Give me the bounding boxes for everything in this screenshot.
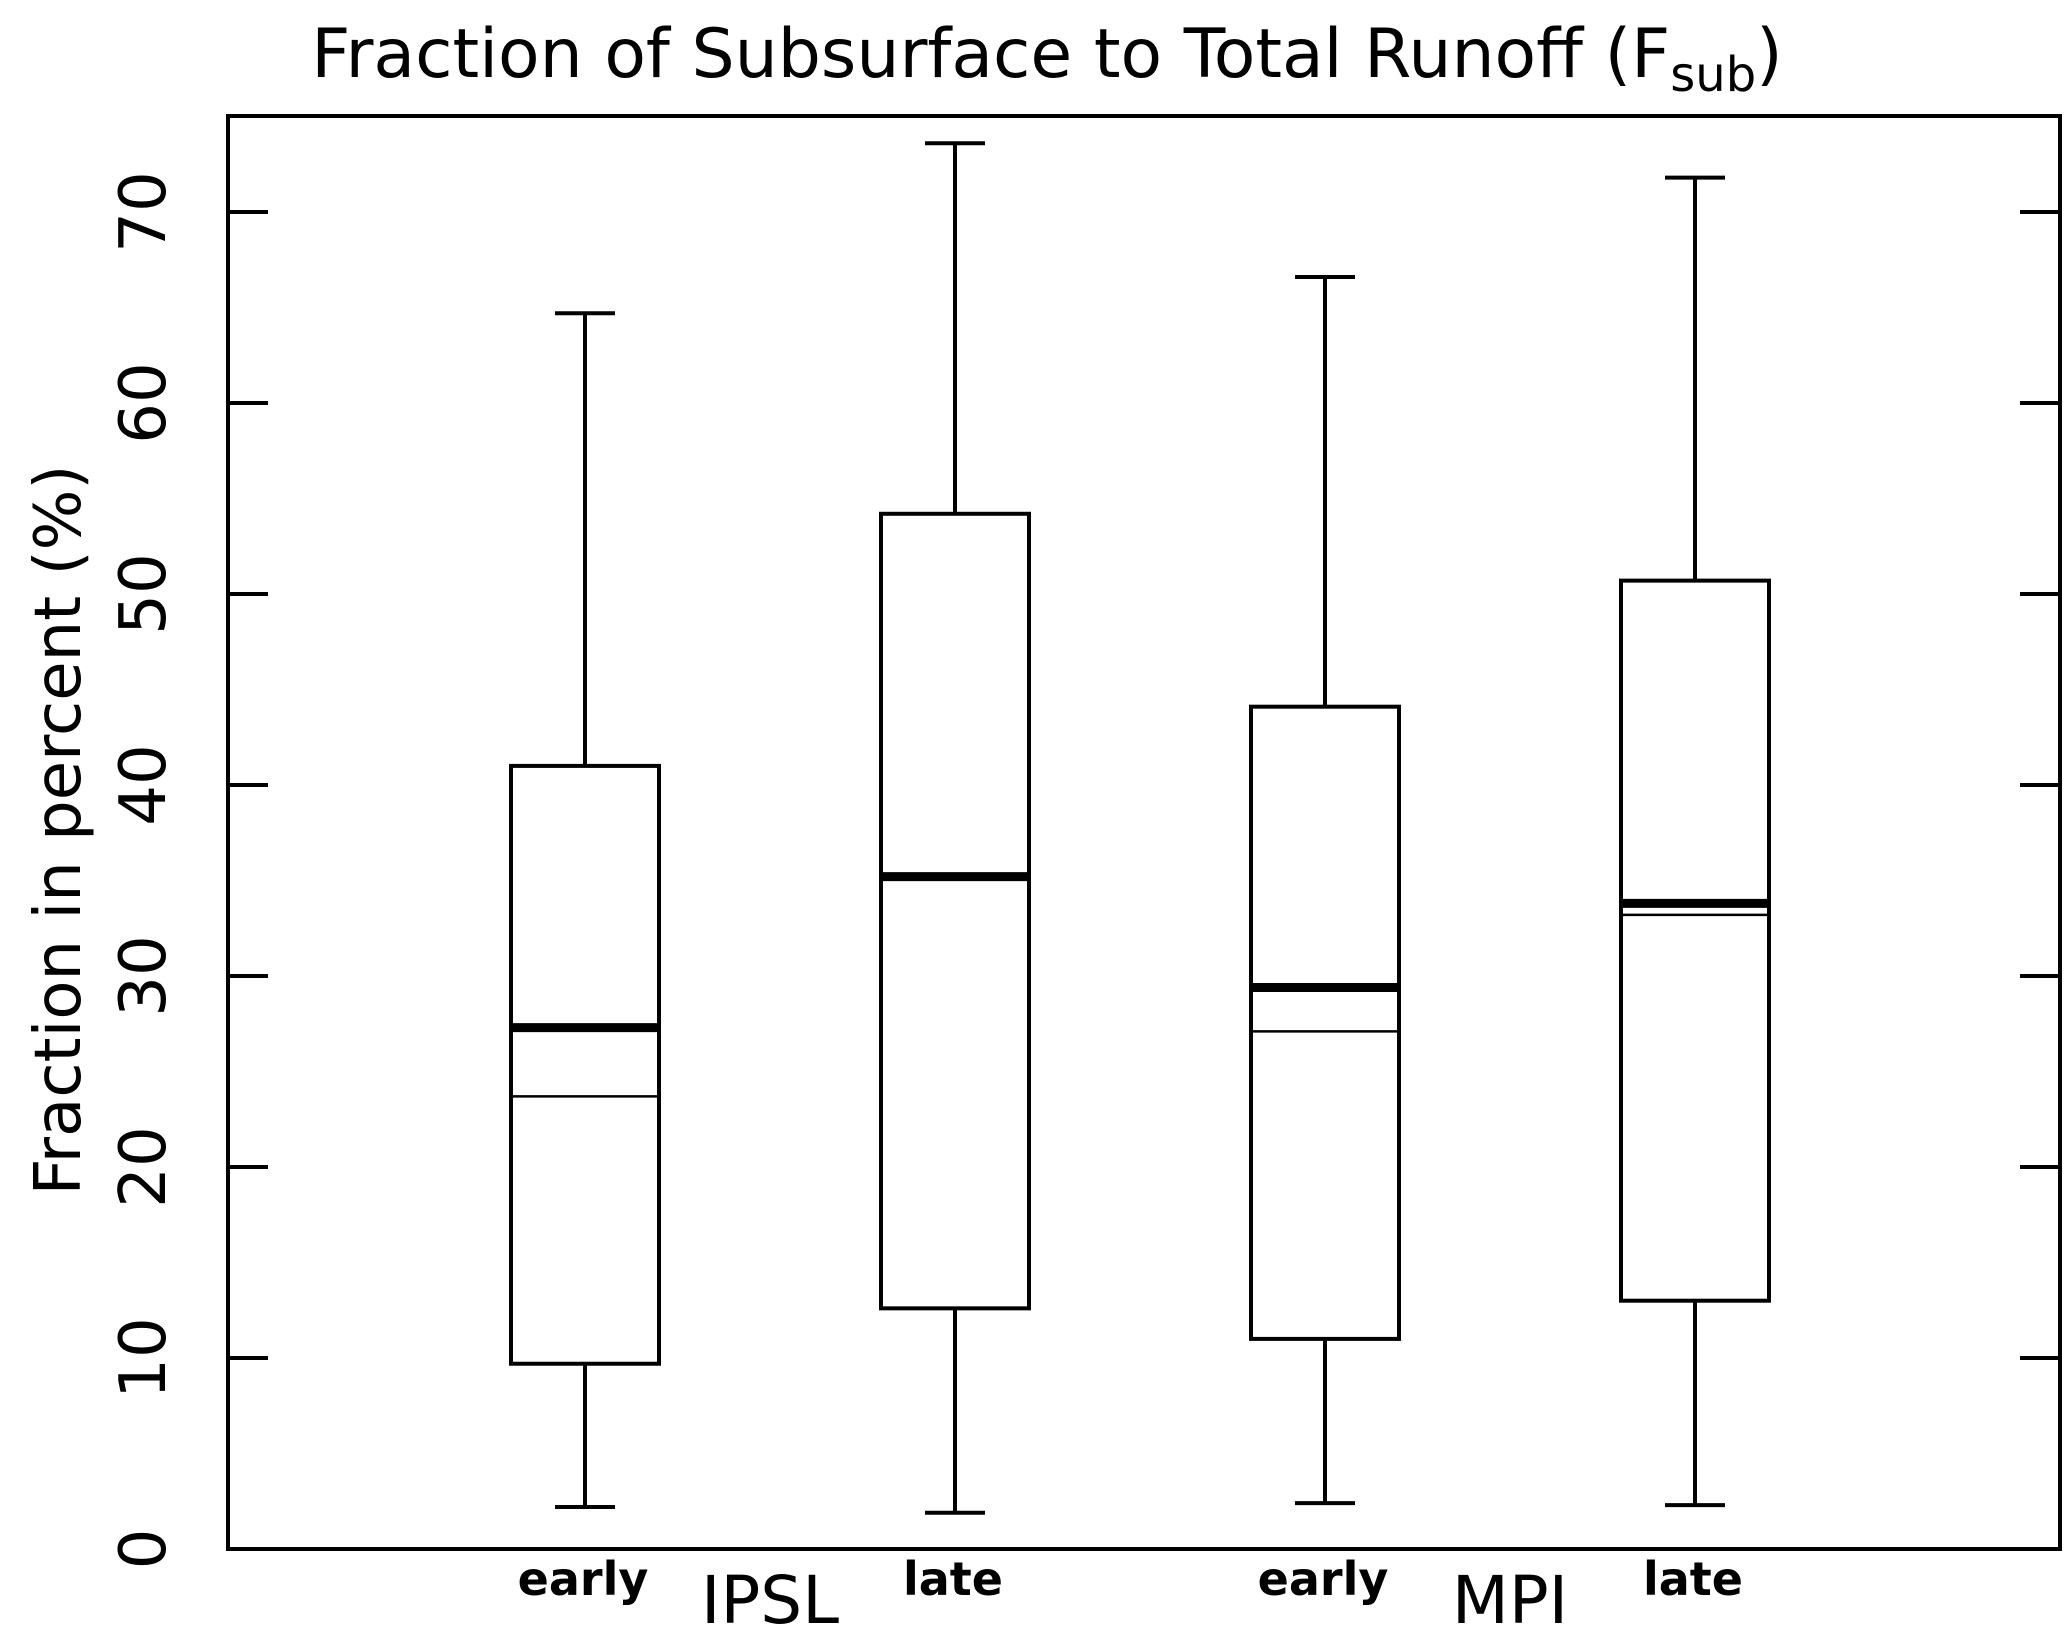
chart-title-close: )	[1756, 15, 1783, 94]
y-tick-label: 70	[107, 171, 181, 252]
plot-frame	[226, 114, 2062, 1551]
box-ipsl-late	[879, 141, 1031, 1515]
category-label-early: early	[1258, 1552, 1389, 1606]
chart-title-main: Fraction of Subsurface to Total Runoff (…	[311, 15, 1670, 94]
chart-title-subscript: sub	[1670, 47, 1756, 103]
y-tick-label: 60	[107, 362, 181, 443]
y-axis-ticks: 0 10 20 30 40 50 60 70	[107, 171, 2060, 1569]
category-label-late: late	[903, 1552, 1003, 1606]
y-axis-label: Fraction in percent (%)	[22, 465, 96, 1196]
category-label-early: early	[518, 1552, 649, 1606]
box-ipsl-early	[509, 311, 661, 1509]
box-mpi-early	[1249, 274, 1401, 1506]
interquartile-box	[1249, 704, 1401, 1341]
interquartile-box	[1619, 578, 1771, 1303]
group-label-mpi: MPI	[1452, 1562, 1568, 1630]
y-tick-label: 40	[107, 744, 181, 825]
chart-title: Fraction of Subsurface to Total Runoff (…	[311, 15, 1782, 103]
interquartile-box	[509, 763, 661, 1366]
interquartile-box	[879, 511, 1031, 1311]
group-label-ipsl: IPSL	[701, 1562, 839, 1630]
y-tick-label: 50	[107, 553, 181, 634]
y-tick-label: 10	[107, 1317, 181, 1398]
box-mpi-late	[1619, 175, 1771, 1508]
y-tick-label: 30	[107, 935, 181, 1016]
category-labels: early late IPSL early late MPI	[518, 1552, 1743, 1630]
y-tick-label: 0	[107, 1529, 181, 1570]
box-series	[509, 141, 1771, 1515]
y-tick-label: 20	[107, 1126, 181, 1207]
category-label-late: late	[1643, 1552, 1743, 1606]
